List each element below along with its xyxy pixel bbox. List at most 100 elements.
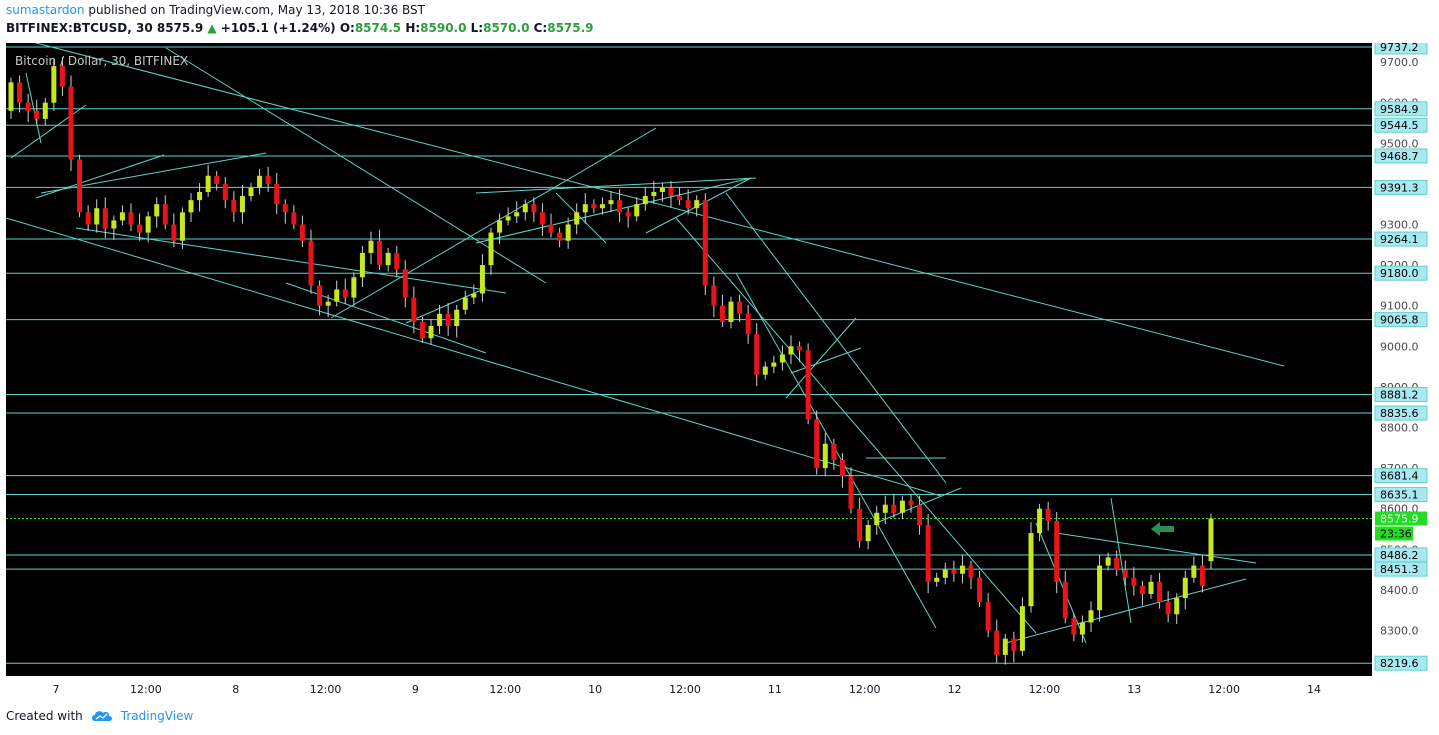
tradingview-cloud-icon: [91, 711, 112, 721]
footer: Created with TradingView: [6, 709, 193, 723]
candle: [685, 200, 691, 209]
candle: [514, 212, 520, 217]
tradingview-link[interactable]: TradingView: [120, 709, 194, 723]
candle: [805, 350, 811, 420]
trend-line: [1005, 578, 1247, 644]
candle: [1131, 577, 1137, 586]
candle: [454, 309, 460, 326]
candle: [951, 569, 957, 574]
candle: [351, 277, 357, 298]
trend-line: [5, 217, 942, 497]
candle: [539, 212, 545, 225]
trend-line: [10, 104, 87, 159]
arrow-annotation-icon: [1151, 522, 1174, 536]
candle: [874, 512, 880, 525]
time-tick-label: 12:00: [849, 683, 881, 696]
candle: [385, 252, 391, 266]
price-tick-label: 8800.0: [1380, 422, 1419, 435]
level-label-bg: [1374, 117, 1428, 133]
candle: [111, 220, 117, 229]
trend-line: [475, 177, 757, 194]
candle: [651, 191, 657, 197]
last-price: 8575.9: [156, 21, 204, 35]
level-label: 8881.2: [1380, 389, 1419, 402]
level-label-bg: [1374, 486, 1428, 502]
trend-line: [35, 42, 1285, 367]
candle: [994, 630, 1000, 655]
candle: [1045, 508, 1051, 521]
candle: [428, 325, 434, 339]
candle: [719, 305, 725, 322]
candle: [925, 524, 931, 582]
countdown-bg: [1375, 526, 1413, 541]
candle: [1199, 565, 1205, 586]
candlestick-chart[interactable]: 8300.08400.08500.08600.08700.08800.08900…: [5, 39, 1433, 699]
level-label: 8219.6: [1380, 657, 1419, 670]
time-tick-label: 13: [1127, 683, 1141, 696]
candle: [171, 224, 177, 241]
trend-line: [75, 227, 507, 294]
candle: [179, 212, 185, 241]
candle: [591, 204, 597, 209]
countdown-label: 23:36: [1380, 528, 1412, 541]
candle: [1122, 569, 1128, 578]
candle: [394, 252, 400, 270]
candle: [822, 443, 828, 469]
candle: [325, 301, 331, 306]
candle: [188, 200, 194, 213]
candle: [959, 565, 965, 574]
candle: [437, 313, 443, 326]
level-label: 8681.4: [1380, 470, 1419, 483]
candle: [1148, 581, 1154, 595]
candle: [702, 200, 708, 286]
level-label: 9468.7: [1380, 150, 1419, 163]
candle: [574, 212, 580, 225]
candle: [814, 419, 820, 469]
level-label-bg: [1374, 405, 1428, 421]
candle: [197, 191, 203, 201]
candle: [839, 460, 845, 477]
candle: [497, 220, 503, 233]
created-with-text: Created with: [6, 709, 83, 723]
close-label: C:: [533, 21, 548, 35]
candle: [771, 362, 777, 367]
level-label: 9180.0: [1380, 267, 1419, 280]
candle: [205, 175, 211, 192]
candle: [754, 334, 760, 375]
candle: [1114, 557, 1120, 570]
trend-line: [475, 177, 752, 244]
time-tick-label: 14: [1307, 683, 1321, 696]
level-label-bg: [1374, 387, 1428, 403]
candle: [737, 301, 743, 314]
candle: [25, 102, 31, 111]
candle: [239, 196, 245, 213]
candle: [608, 200, 614, 205]
level-label-bg: [1374, 655, 1428, 671]
candle: [565, 224, 571, 241]
candle: [1105, 557, 1111, 566]
candle: [848, 476, 854, 509]
level-label-bg: [1374, 312, 1428, 328]
author-link[interactable]: sumastardon: [6, 3, 85, 17]
level-label: 9391.3: [1380, 181, 1419, 194]
candle: [479, 265, 485, 294]
candle: [102, 208, 108, 229]
candle: [762, 366, 768, 375]
candle: [299, 224, 305, 241]
candle: [119, 212, 125, 221]
price-change: +105.1 (+1.24%): [220, 21, 336, 35]
time-tick-label: 12:00: [130, 683, 162, 696]
axis-corner: [1372, 676, 1433, 699]
low-value: 8570.0: [483, 21, 530, 35]
candle: [308, 240, 314, 286]
trend-line: [165, 47, 547, 284]
candle: [85, 212, 91, 225]
candle: [908, 500, 914, 505]
trend-line: [675, 217, 1037, 634]
candle: [274, 183, 280, 205]
level-label: 8635.1: [1380, 488, 1419, 501]
candle: [368, 240, 374, 253]
candle: [728, 301, 734, 322]
chart-area[interactable]: 8300.08400.08500.08600.08700.08800.08900…: [5, 39, 1433, 699]
chart-title: Bitcoin / Dollar, 30, BITFINEX: [15, 54, 188, 68]
